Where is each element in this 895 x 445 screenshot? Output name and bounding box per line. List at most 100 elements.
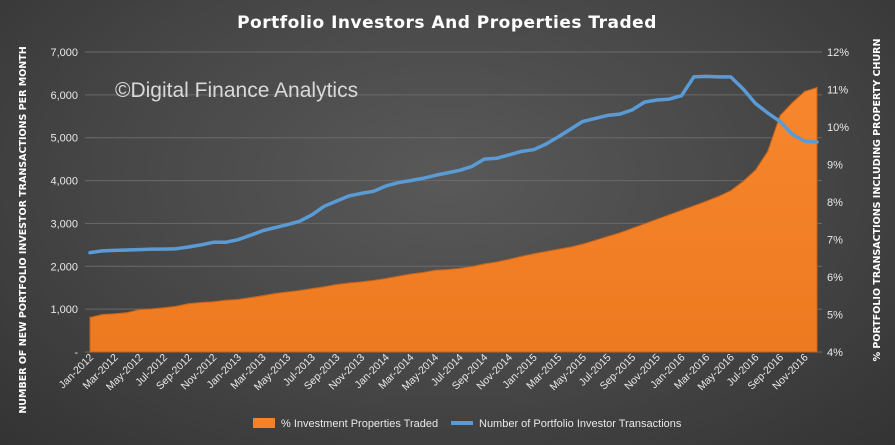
area-point xyxy=(532,252,535,255)
series-layer xyxy=(88,74,819,353)
area-point xyxy=(520,255,523,258)
right-tick-label: 7% xyxy=(827,235,843,247)
line-point xyxy=(557,135,560,139)
area-point xyxy=(101,313,104,316)
line-point xyxy=(298,220,301,223)
line-point xyxy=(187,245,190,249)
line-point xyxy=(643,100,646,104)
line-point xyxy=(175,247,178,250)
line-point xyxy=(803,139,806,143)
area-point xyxy=(458,267,461,270)
area-point xyxy=(779,114,781,117)
chart-title: Portfolio Investors And Properties Trade… xyxy=(237,13,657,33)
area-point xyxy=(335,283,338,286)
right-axis-title: % PORTFOLIO TRANSACTIONS INCLUDING PROPE… xyxy=(872,39,883,362)
area-point xyxy=(766,150,769,153)
left-tick-label: 2,000 xyxy=(50,261,78,273)
area-point xyxy=(631,227,633,230)
left-tick-label: - xyxy=(74,347,78,359)
area-point xyxy=(483,263,486,265)
area-point xyxy=(237,298,239,301)
area-point xyxy=(643,222,646,225)
line-point xyxy=(101,249,104,253)
line-point xyxy=(495,157,498,160)
area-point xyxy=(298,289,301,292)
area-point xyxy=(471,265,473,268)
area-point xyxy=(421,271,424,274)
right-tick-label: 8% xyxy=(827,197,843,209)
area-point xyxy=(200,301,202,304)
area-point xyxy=(742,180,744,183)
line-point xyxy=(791,133,794,136)
x-axis-ticks: Jan-2012Mar-2012May-2012Jul-2012Sep-2012… xyxy=(57,352,811,394)
right-tick-label: 10% xyxy=(827,122,849,134)
area-point xyxy=(397,275,399,278)
area-point xyxy=(224,299,227,302)
line-point xyxy=(655,98,659,102)
line-point xyxy=(347,194,350,198)
area-point xyxy=(619,231,621,234)
line-point xyxy=(310,213,313,217)
line-point xyxy=(150,247,153,251)
area-point xyxy=(656,218,658,221)
area-point xyxy=(409,273,412,275)
right-axis-ticks: 4% 5% 6% 7% 8% 9% 10% 11% 12% xyxy=(827,47,849,359)
line-point xyxy=(778,120,782,123)
left-tick-label: 4,000 xyxy=(50,176,78,188)
line-point xyxy=(680,94,683,97)
right-tick-label: 9% xyxy=(827,160,843,172)
area-point xyxy=(310,287,313,290)
line-point xyxy=(384,184,387,188)
line-point xyxy=(125,248,129,252)
area-point xyxy=(372,279,375,282)
line-point xyxy=(372,190,375,193)
line-point xyxy=(248,234,252,237)
left-tick-label: 6,000 xyxy=(50,90,78,102)
area-point xyxy=(150,308,153,310)
area-point xyxy=(717,195,720,198)
line-point xyxy=(359,192,363,195)
area-point xyxy=(668,213,670,216)
area-series-investment-properties-traded xyxy=(89,86,818,353)
right-tick-label: 6% xyxy=(827,272,843,284)
area-point xyxy=(508,258,510,261)
line-point xyxy=(409,179,412,182)
line-point xyxy=(532,148,535,151)
line-point xyxy=(630,108,634,112)
line-point xyxy=(113,249,116,252)
left-tick-label: 1,000 xyxy=(50,304,78,316)
line-point xyxy=(138,248,141,251)
line-point xyxy=(544,142,548,146)
legend-swatch-area xyxy=(253,418,275,428)
area-point xyxy=(175,305,178,308)
left-tick-label: 5,000 xyxy=(50,133,78,145)
area-point xyxy=(582,243,584,245)
line-point xyxy=(741,87,745,91)
watermark-text: ©Digital Finance Analytics xyxy=(115,79,358,102)
area-point xyxy=(212,300,215,303)
line-point xyxy=(224,241,227,244)
area-point xyxy=(754,169,757,171)
line-point xyxy=(606,114,609,117)
left-tick-label: 7,000 xyxy=(50,47,78,59)
line-point xyxy=(199,243,203,247)
line-point xyxy=(433,174,437,177)
area-point xyxy=(163,306,165,309)
line-point xyxy=(470,165,474,168)
area-point xyxy=(323,285,325,288)
area-point xyxy=(286,291,288,293)
left-axis-ticks: - 1,000 2,000 3,000 4,000 5,000 6,000 7,000 xyxy=(50,47,78,359)
line-point xyxy=(236,238,240,241)
area-point xyxy=(384,277,387,280)
line-point xyxy=(729,75,732,79)
right-tick-label: 12% xyxy=(827,47,849,59)
right-tick-label: 4% xyxy=(827,347,843,359)
area-point xyxy=(606,235,609,238)
line-point xyxy=(458,169,461,172)
area-point xyxy=(803,90,806,93)
area-point xyxy=(705,200,707,203)
area-point xyxy=(557,248,560,251)
area-point xyxy=(274,292,276,295)
